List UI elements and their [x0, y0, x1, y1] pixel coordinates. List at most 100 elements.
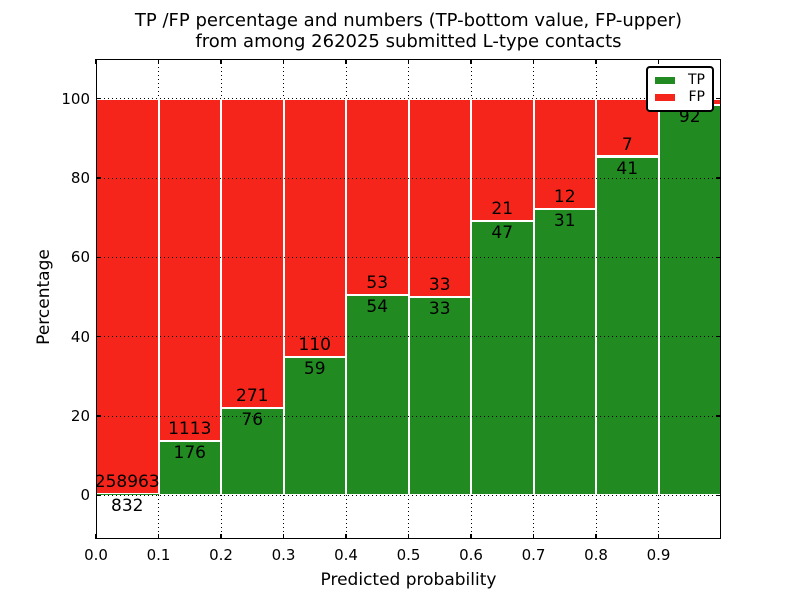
tp-bar-segment [96, 494, 159, 496]
tp-bar-segment [658, 104, 721, 496]
x-tick-label: 0.6 [459, 546, 483, 564]
x-tick-mark [532, 534, 535, 539]
x-tick-mark [220, 534, 222, 539]
fp-bar-segment [471, 98, 534, 222]
y-tick-label: 80 [70, 169, 90, 187]
y-tick-mark-right [716, 177, 721, 179]
x-tick-mark [657, 534, 660, 539]
x-tick-mark-top [95, 59, 97, 64]
y-tick-label: 40 [70, 327, 90, 346]
legend-label-tp: TP [688, 71, 705, 88]
x-tick-label: 0.4 [334, 546, 358, 564]
fp-bar-segment [158, 98, 221, 442]
fp-count-label: 271 [236, 386, 269, 407]
tp-bar-segment [533, 209, 596, 496]
fp-bar-segment [533, 98, 596, 210]
legend-item-tp: TP [655, 71, 705, 88]
y-tick-label: 100 [61, 89, 90, 108]
y-tick-mark [96, 256, 101, 259]
x-tick-mark-top [470, 59, 472, 64]
tp-bar-segment [346, 295, 409, 496]
chart-title-line2: from among 262025 submitted L-type conta… [195, 31, 622, 52]
x-tick-mark [345, 534, 347, 539]
legend-swatch-fp [655, 94, 675, 102]
x-tick-mark-top [532, 59, 535, 64]
tp-count-label: 54 [366, 297, 389, 318]
x-tick-mark-top [220, 59, 222, 64]
y-gridline [96, 98, 721, 100]
y-tick-mark [96, 97, 101, 100]
fp-bar-segment [96, 98, 159, 495]
tp-bar-segment [471, 221, 534, 496]
x-tick-mark [595, 534, 597, 539]
x-tick-mark [282, 534, 285, 539]
y-tick-mark [96, 335, 101, 338]
fp-count-label: 12 [553, 187, 576, 208]
legend-swatch-tp [655, 76, 675, 84]
x-tick-label: 0.9 [646, 546, 671, 564]
x-tick-label: 0.1 [146, 546, 171, 564]
x-tick-label: 0.0 [84, 546, 108, 564]
fp-count-label: 110 [298, 334, 331, 355]
y-tick-mark-right [716, 494, 721, 497]
y-gridline [96, 415, 721, 417]
legend-label-fp: FP [688, 89, 706, 106]
chart-title: TP /FP percentage and numbers (TP-bottom… [96, 10, 721, 52]
x-tick-label: 0.2 [209, 546, 233, 564]
plot-area: 258963 832 1113 176 271 76 110 59 53 54 33 33 21 47 12… [94, 59, 721, 539]
x-tick-mark-top [407, 59, 410, 64]
x-tick-mark-top [595, 59, 597, 64]
tp-count-label: 33 [428, 299, 451, 320]
fp-bar-segment [283, 98, 346, 357]
fp-count-label: 33 [428, 275, 451, 296]
y-tick-mark-right [716, 415, 721, 417]
tp-count-label: 76 [241, 410, 264, 431]
x-tick-label: 0.3 [271, 546, 296, 564]
chart-title-line1: TP /FP percentage and numbers (TP-bottom… [134, 10, 683, 31]
x-tick-mark-top [282, 59, 285, 64]
y-gridline [96, 177, 721, 179]
y-tick-mark-right [716, 335, 721, 338]
fp-count-label: 258963 [94, 472, 160, 493]
legend-item-fp: FP [655, 90, 705, 105]
tp-bar-segment [158, 441, 221, 496]
x-tick-label: 0.5 [396, 546, 421, 564]
y-tick-mark [96, 415, 101, 417]
fp-bar-segment [408, 98, 471, 297]
fp-bar-segment [346, 98, 409, 296]
x-tick-label: 0.8 [584, 546, 608, 564]
y-tick-mark [96, 177, 101, 179]
tp-count-label: 41 [616, 158, 639, 179]
y-gridline [96, 494, 721, 496]
y-tick-mark-right [716, 97, 721, 100]
x-tick-mark [157, 534, 160, 539]
y-tick-label: 0 [80, 486, 90, 505]
tp-bar-segment [596, 156, 659, 496]
x-tick-mark [470, 534, 472, 539]
fp-count-label: 53 [366, 273, 389, 294]
fp-bar-segment [221, 98, 284, 409]
tp-bar-segment [283, 356, 346, 496]
x-tick-mark [407, 534, 410, 539]
tp-count-label: 47 [491, 223, 514, 244]
tp-count-label: 832 [111, 496, 144, 517]
y-gridline [96, 256, 721, 258]
tp-count-label: 31 [553, 211, 576, 232]
x-tick-mark [95, 534, 97, 539]
y-gridline [96, 336, 721, 338]
fp-count-label: 7 [621, 134, 633, 155]
x-axis-label: Predicted probability [320, 570, 497, 590]
y-tick-label: 60 [70, 248, 90, 267]
tp-count-label: 59 [303, 358, 326, 379]
x-tick-label: 0.7 [521, 546, 546, 564]
y-tick-label: 20 [70, 407, 90, 426]
x-tick-mark-top [157, 59, 160, 64]
x-tick-mark-top [345, 59, 347, 64]
tp-bar-segment [408, 297, 471, 496]
fp-count-label: 1113 [168, 419, 212, 440]
legend: TP FP [646, 66, 714, 112]
tp-bar-segment [221, 408, 284, 496]
tp-count-label: 176 [173, 443, 206, 464]
x-tick-mark-top [657, 59, 660, 64]
